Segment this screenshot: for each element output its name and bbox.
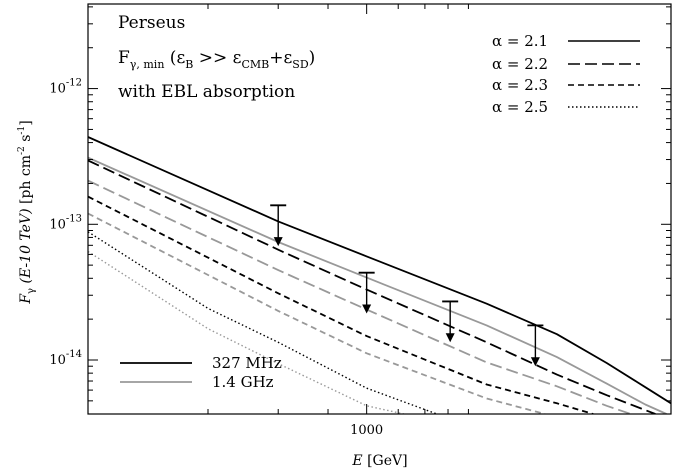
series-line — [88, 136, 671, 405]
y-tick-label: 10-13 — [49, 213, 82, 232]
legend-alpha: α = 2.1 α = 2.2 α = 2.3 α = 2.5 — [492, 32, 640, 116]
upper-limit-arrow — [445, 333, 455, 343]
x-tick-label: 1000 — [350, 423, 383, 438]
axis-ticks: 1000 10-14 10-13 10-12 — [49, 4, 671, 438]
legend-freq-label: 327 MHz — [212, 354, 282, 372]
y-axis-label: Fγ (E-10 TeV) [ph cm-2 s-1] — [17, 120, 37, 304]
upper-limits — [270, 204, 544, 367]
series-line — [88, 195, 594, 414]
legend-alpha-label: α = 2.3 — [492, 76, 548, 94]
annotation-line-2: Fγ, min (εB >> εCMB+εSD) — [118, 48, 315, 71]
legend-freq-label: 1.4 GHz — [212, 373, 274, 391]
series-layer — [88, 136, 671, 414]
series-line — [88, 159, 656, 414]
annotation-line-3: with EBL absorption — [118, 82, 295, 102]
annotation-line-1: Perseus — [118, 13, 185, 33]
series-line — [88, 156, 667, 414]
upper-limit-arrow — [273, 237, 283, 247]
legend-alpha-label: α = 2.2 — [492, 55, 548, 73]
legend-alpha-label: α = 2.5 — [492, 98, 548, 116]
upper-limit-arrow — [530, 357, 540, 367]
y-tick-label: 10-14 — [49, 349, 82, 368]
y-tick-label: 10-12 — [49, 78, 82, 97]
legend-frequency: 327 MHz 1.4 GHz — [120, 354, 282, 391]
x-axis-label: E [GeV] — [351, 453, 407, 469]
upper-limit-arrow — [362, 304, 372, 314]
series-line — [88, 212, 546, 414]
series-line — [88, 231, 438, 414]
plot-frame — [87, 3, 672, 415]
legend-alpha-label: α = 2.1 — [492, 32, 548, 50]
series-line — [88, 250, 405, 414]
series-line — [88, 179, 632, 414]
